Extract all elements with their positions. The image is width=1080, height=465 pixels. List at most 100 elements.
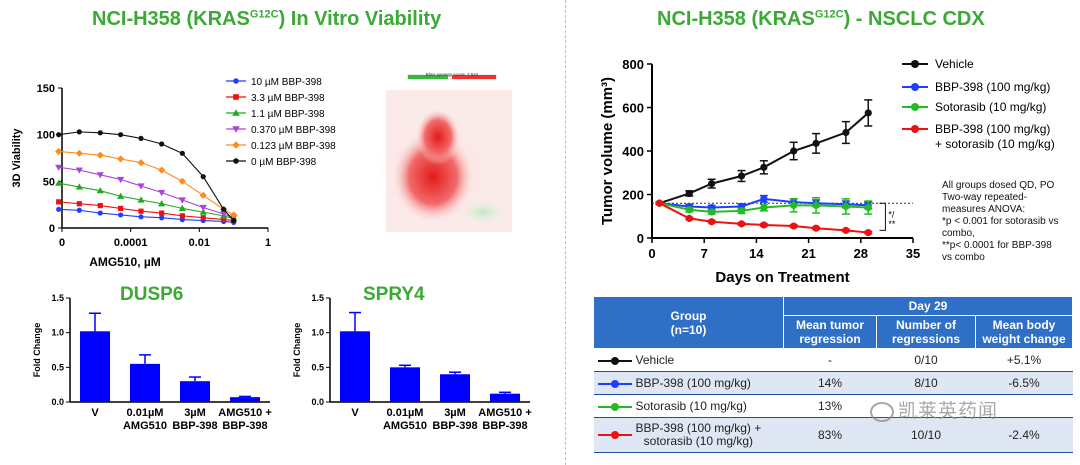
series-curve [58,131,235,221]
left-panel: NCI-H358 (KRASG12C) In Vitro Viability 0… [11,8,532,432]
significance-label: ** [888,219,896,229]
data-point [55,179,63,186]
right-panel: NCI-H358 (KRASG12C) - NSCLC CDX [565,0,1080,465]
significance-label: */ [888,209,895,219]
dusp6-title: DUSP6 [120,284,184,305]
data-point [158,189,166,197]
x-axis-label: AMG510, µM [89,255,161,269]
data-point [159,215,165,221]
data-point [96,151,104,159]
x-axis-label: Days on Treatment [715,269,849,286]
data-point [118,205,124,211]
y-tick-label: 50 [43,176,55,188]
watermark: 凯莱英药闻 [870,396,998,423]
legend-marker [232,141,240,149]
data-point [96,187,104,194]
category-label: AMG510 [123,420,167,432]
bar [440,374,470,402]
bar [180,381,210,402]
table-cell: - [783,348,877,372]
series-curve [58,182,234,220]
sotorasib-marker-icon [597,402,632,412]
legend-label: Vehicle [935,57,974,71]
series-curve [58,208,234,223]
bar [340,331,370,402]
data-point [864,228,872,237]
legend-marker [233,94,239,100]
legend-marker [911,60,919,68]
data-point [75,167,83,174]
data-point [685,214,693,223]
data-point [178,197,186,204]
data-point [708,208,716,216]
data-point [812,224,820,232]
data-point [864,109,872,117]
table-cell: +5.1% [975,348,1073,372]
category-label: 0.01µM [127,407,164,419]
bar [230,397,260,402]
in-vitro-title: NCI-H358 (KRASG12C) In Vitro Viability [92,8,442,30]
data-point [230,211,238,219]
table-cell [876,394,976,418]
legend-marker [911,125,919,133]
y-tick-label: 0 [637,231,644,246]
data-point [199,208,207,215]
bar [80,331,110,402]
x-tick-label: 0.0001 [114,237,148,249]
data-point [760,195,768,203]
data-point [76,201,82,207]
data-point [812,201,820,209]
data-point [56,199,62,205]
series-curve [58,166,234,219]
data-point [708,180,716,188]
legend-marker [911,83,919,91]
y-axis-label: 3D Viability [11,128,23,188]
category-label: BBP-398 [222,420,267,432]
watermark-text: 凯莱英药闻 [898,401,999,422]
bbp398-marker-icon [597,379,632,389]
tumor-volume-chart: 0 200 400 600 800 0 7 14 21 28 35 Days on Treatment… [599,57,1055,286]
data-point [199,191,207,199]
x-tick-label: 0 [59,237,65,249]
data-point [842,226,850,234]
significance-bracket [879,202,886,231]
legend-label: 1.1 µM BBP-398 [251,109,325,120]
group-name: BBP-398 (100 mg/kg) [635,376,751,390]
note-line: combo, [942,228,975,239]
group-name: Sotorasib (10 mg/kg) [635,399,747,413]
data-point [760,221,768,229]
data-point [55,147,63,156]
col-header-weight: Mean body weight change [975,315,1073,349]
x-tick-label: 35 [906,246,920,261]
data-point [708,218,716,226]
y-tick-label: 400 [622,144,644,159]
data-point [655,199,664,207]
data-point [231,217,237,224]
data-point [159,210,165,216]
data-point [737,207,746,215]
data-point [178,204,186,211]
data-point [842,128,850,137]
legend-label: Sotorasib (10 mg/kg) [935,100,1046,114]
synergy-heatmap: Bliss synergy score: 7.524 [376,72,518,242]
y-tick-label: 0.0 [311,397,324,407]
wechat-icon [870,401,894,422]
y-tick-label: 1.0 [311,328,324,338]
data-point [55,164,63,171]
table-row: Vehicle - 0/10 +5.1% [593,348,1073,372]
data-point [138,135,144,141]
data-point [97,130,103,136]
legend-marker [232,109,240,116]
data-point [137,196,145,203]
legend-label-line1: BBP-398 (100 mg/kg) [935,122,1050,136]
bar [390,367,420,402]
data-point [178,177,186,185]
legend-label: 3.3 µM BBP-398 [251,93,325,104]
data-point [118,132,124,138]
note-line: measures ANOVA: [942,204,1026,215]
data-point [117,155,125,163]
table-cell: 83% [783,417,877,453]
data-point [864,203,872,212]
data-point [685,189,693,198]
table-cell [975,394,1073,418]
